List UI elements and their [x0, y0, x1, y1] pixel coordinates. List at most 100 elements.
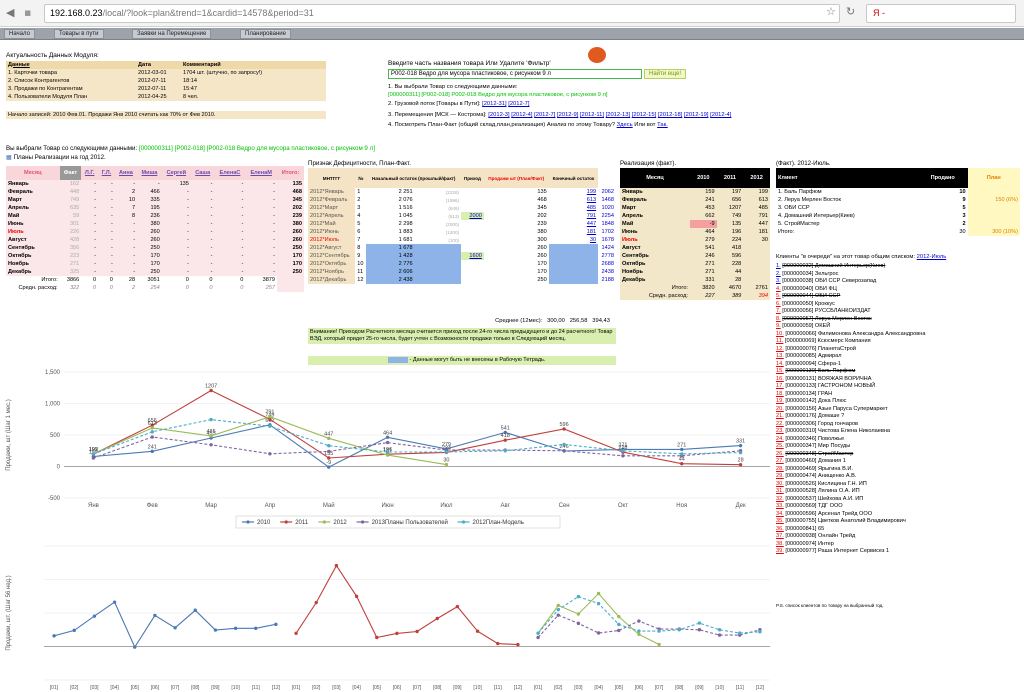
queue-num[interactable]: 26.: [776, 450, 784, 457]
queue-item[interactable]: 7. [000000056] РУССБЛАНКОИЗДАТ: [776, 308, 1020, 316]
queue-num[interactable]: 37.: [776, 533, 784, 539]
deficit-cell[interactable]: [548, 276, 599, 284]
deficit-cell[interactable]: 791: [586, 212, 597, 219]
queue-num[interactable]: 33.: [776, 503, 784, 509]
queue-item[interactable]: 23. [000000310] Чистова Елена Николаевна: [776, 428, 1020, 436]
plans-header[interactable]: ЕленаМ: [250, 169, 272, 176]
so-link[interactable]: Так.: [657, 122, 668, 128]
deficit-cell[interactable]: [548, 268, 599, 276]
queue-num[interactable]: 39.: [776, 548, 784, 554]
queue-item[interactable]: 33. [000000569] ТДГ ООО: [776, 503, 1020, 511]
queue-item[interactable]: 9. [000000059] ОКЕЙ: [776, 323, 1020, 331]
transfer-link[interactable]: [2012-11]: [579, 112, 604, 118]
menu-item-planning[interactable]: Планирование: [240, 29, 291, 39]
deficit-cell[interactable]: 181: [586, 228, 597, 235]
back-icon[interactable]: ◀: [6, 6, 15, 19]
plans-header[interactable]: Сергей: [166, 169, 187, 176]
queue-num[interactable]: 21.: [776, 413, 784, 419]
search-input[interactable]: Я -: [866, 4, 1016, 23]
queue-num[interactable]: 27.: [776, 458, 784, 464]
queue-num[interactable]: 25.: [776, 443, 784, 449]
transfer-link[interactable]: [2012-4]: [511, 112, 533, 118]
plans-header[interactable]: Миша: [141, 169, 158, 176]
queue-item[interactable]: 32. [000000537] Шейхова А.И. ИП: [776, 496, 1020, 504]
menu-item-transfer-requests[interactable]: Заявки на Перемещение: [132, 29, 212, 39]
queue-item[interactable]: 10. [000000066] Филимонова Александра Ал…: [776, 331, 1020, 339]
queue-num[interactable]: 7.: [776, 308, 781, 314]
queue-item[interactable]: 20. [000000156] Азые Паруса Супермаркет: [776, 406, 1020, 414]
queue-item[interactable]: 13. [000000085] Адмирал: [776, 353, 1020, 361]
transfer-link[interactable]: [2012-15]: [631, 112, 657, 118]
cargo-link-1[interactable]: [2012-31]: [482, 101, 507, 107]
deficit-cell[interactable]: 485: [586, 204, 597, 211]
queue-item[interactable]: 1. [000000032] Домашний Интерьер(Киев): [776, 263, 1020, 271]
transfer-link[interactable]: [2012-7]: [534, 112, 556, 118]
queue-num[interactable]: 32.: [776, 495, 784, 502]
queue-item[interactable]: 4. [000000040] ОБИ ФЦ: [776, 286, 1020, 294]
queue-num[interactable]: 6.: [776, 300, 781, 307]
queue-num[interactable]: 19.: [776, 398, 784, 404]
queue-item[interactable]: 15. [000000130] Баль Парфюм: [776, 368, 1020, 376]
queue-item[interactable]: 34. [000000596] Арсенал Трейд ООО: [776, 511, 1020, 519]
address-bar[interactable]: 192.168.0.23/local/?look=plan&trend=1&ca…: [44, 4, 840, 23]
plans-header[interactable]: Л.Г.: [84, 169, 95, 176]
transfer-link[interactable]: [2012-18]: [657, 112, 683, 118]
queue-item[interactable]: 18. [000000134] ГРАН: [776, 391, 1020, 399]
queue-item[interactable]: 29. [000000474] Анищенко А.В.: [776, 473, 1020, 481]
queue-item[interactable]: 2. [000000034] Зельгрос: [776, 271, 1020, 279]
queue-item[interactable]: 8. [000000057] Леруа Мерлен Восток: [776, 316, 1020, 324]
queue-item[interactable]: 28. [000000469] Ярыгина В.И.: [776, 466, 1020, 474]
queue-item[interactable]: 16. [000000131] ВОЯЖАЯ ВОРИЧНА: [776, 376, 1020, 384]
star-icon[interactable]: ☆: [826, 5, 836, 18]
queue-num[interactable]: 30.: [776, 480, 784, 487]
queue-item[interactable]: 21. [000000176] Домаше ?: [776, 413, 1020, 421]
queue-num[interactable]: 15.: [776, 368, 784, 374]
queue-num[interactable]: 14.: [776, 360, 784, 367]
queue-item[interactable]: 3. [000000038] ОБИ ССР Северозапад: [776, 278, 1020, 286]
filter-input[interactable]: Р002-018 Ведро для мусора пластиковое, с…: [388, 69, 642, 79]
queue-num[interactable]: 29.: [776, 473, 784, 479]
queue-item[interactable]: 35. [000000755] Цветков Анатолий Владими…: [776, 518, 1020, 526]
queue-num[interactable]: 36.: [776, 525, 784, 532]
queue-num[interactable]: 13.: [776, 353, 784, 359]
transfer-link[interactable]: [2012-3]: [488, 112, 510, 118]
queue-item[interactable]: 36. [000000841] 65: [776, 526, 1020, 534]
queue-item[interactable]: 24. [000000346] Поволжье: [776, 436, 1020, 444]
queue-item[interactable]: 27. [000000460] Домания 1: [776, 458, 1020, 466]
queue-item[interactable]: 30. [000000526] Кислицина Г.Н. ИП: [776, 481, 1020, 489]
queue-num[interactable]: 38.: [776, 540, 784, 547]
menu-item-goods-in-transit[interactable]: Товары в пути: [54, 29, 104, 39]
queue-num[interactable]: 31.: [776, 488, 784, 494]
plans-header[interactable]: Г.Л.: [101, 169, 112, 176]
queue-item[interactable]: 22. [000000306] Город гончаров: [776, 421, 1020, 429]
queue-num[interactable]: 35.: [776, 518, 784, 524]
queue-item[interactable]: 31. [000000528] Лялина О.А. ИП: [776, 488, 1020, 496]
queue-num[interactable]: 22.: [776, 420, 784, 427]
queue-num[interactable]: 11.: [776, 338, 784, 344]
queue-link[interactable]: 2012-Июль: [916, 254, 947, 260]
find-button[interactable]: Найти еще!: [644, 69, 686, 79]
queue-item[interactable]: 38. [000000974] Интер: [776, 541, 1020, 549]
queue-num[interactable]: 5.: [776, 293, 781, 299]
menu-item-start[interactable]: Начало: [4, 29, 35, 39]
queue-num[interactable]: 2.: [776, 270, 781, 277]
refresh-icon[interactable]: ↻: [846, 5, 856, 18]
deficit-cell[interactable]: 199: [586, 188, 597, 195]
queue-item[interactable]: 39. [000000977] Раша Интернет Сервисез 1: [776, 548, 1020, 556]
queue-item[interactable]: 17. [000000133] ГАСТРОНОМ НОВЫЙ: [776, 383, 1020, 391]
queue-num[interactable]: 12.: [776, 345, 784, 352]
cargo-link-2[interactable]: [2012-7]: [508, 101, 530, 107]
queue-item[interactable]: 25. [000000347] Мир Посуды: [776, 443, 1020, 451]
deficit-cell[interactable]: 613: [586, 196, 597, 203]
queue-num[interactable]: 10.: [776, 330, 784, 337]
queue-item[interactable]: 14. [000000094] Сфера-1: [776, 361, 1020, 369]
plans-header[interactable]: Анна: [119, 169, 133, 176]
queue-item[interactable]: 26. [000000348] СтройМастер: [776, 451, 1020, 459]
queue-num[interactable]: 28.: [776, 465, 784, 472]
queue-num[interactable]: 20.: [776, 405, 784, 412]
reload-icon[interactable]: ▪: [24, 6, 32, 19]
queue-num[interactable]: 16.: [776, 375, 784, 382]
queue-item[interactable]: 5. [000000044] ОБИ ССР: [776, 293, 1020, 301]
queue-num[interactable]: 9.: [776, 323, 781, 329]
plans-header[interactable]: ЕленаС: [219, 169, 241, 176]
